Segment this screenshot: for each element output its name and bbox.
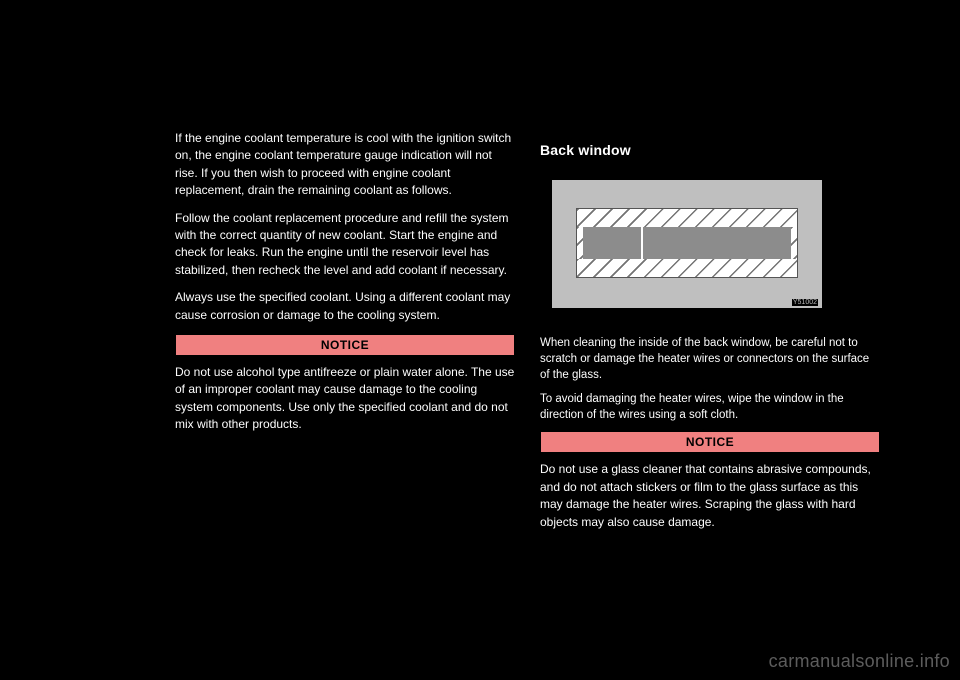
figure-hatch-right bbox=[791, 227, 797, 259]
figure-hatch-top bbox=[577, 209, 797, 227]
right-notice-body: Do not use a glass cleaner that contains… bbox=[540, 461, 880, 531]
right-notice-bar: NOTICE bbox=[540, 431, 880, 453]
back-window-figure: Y51002 bbox=[552, 180, 822, 308]
figure-heater-bar bbox=[583, 227, 791, 259]
right-para-2: To avoid damaging the heater wires, wipe… bbox=[540, 391, 880, 423]
left-para-1: If the engine coolant temperature is coo… bbox=[175, 130, 515, 200]
right-column: When cleaning the inside of the back win… bbox=[540, 335, 880, 531]
left-notice-bar: NOTICE bbox=[175, 334, 515, 356]
left-para-3: Always use the specified coolant. Using … bbox=[175, 289, 515, 324]
right-para-1: When cleaning the inside of the back win… bbox=[540, 335, 880, 383]
left-notice-body: Do not use alcohol type antifreeze or pl… bbox=[175, 364, 515, 434]
figure-hatch-bottom bbox=[577, 259, 797, 277]
left-para-2: Follow the coolant replacement procedure… bbox=[175, 210, 515, 280]
figure-glass-outline bbox=[576, 208, 798, 278]
figure-divider-line bbox=[641, 227, 643, 259]
figure-code: Y51002 bbox=[792, 299, 818, 306]
right-heading: Back window bbox=[540, 142, 631, 158]
watermark: carmanualsonline.info bbox=[769, 651, 950, 672]
left-column: If the engine coolant temperature is coo… bbox=[175, 130, 515, 433]
